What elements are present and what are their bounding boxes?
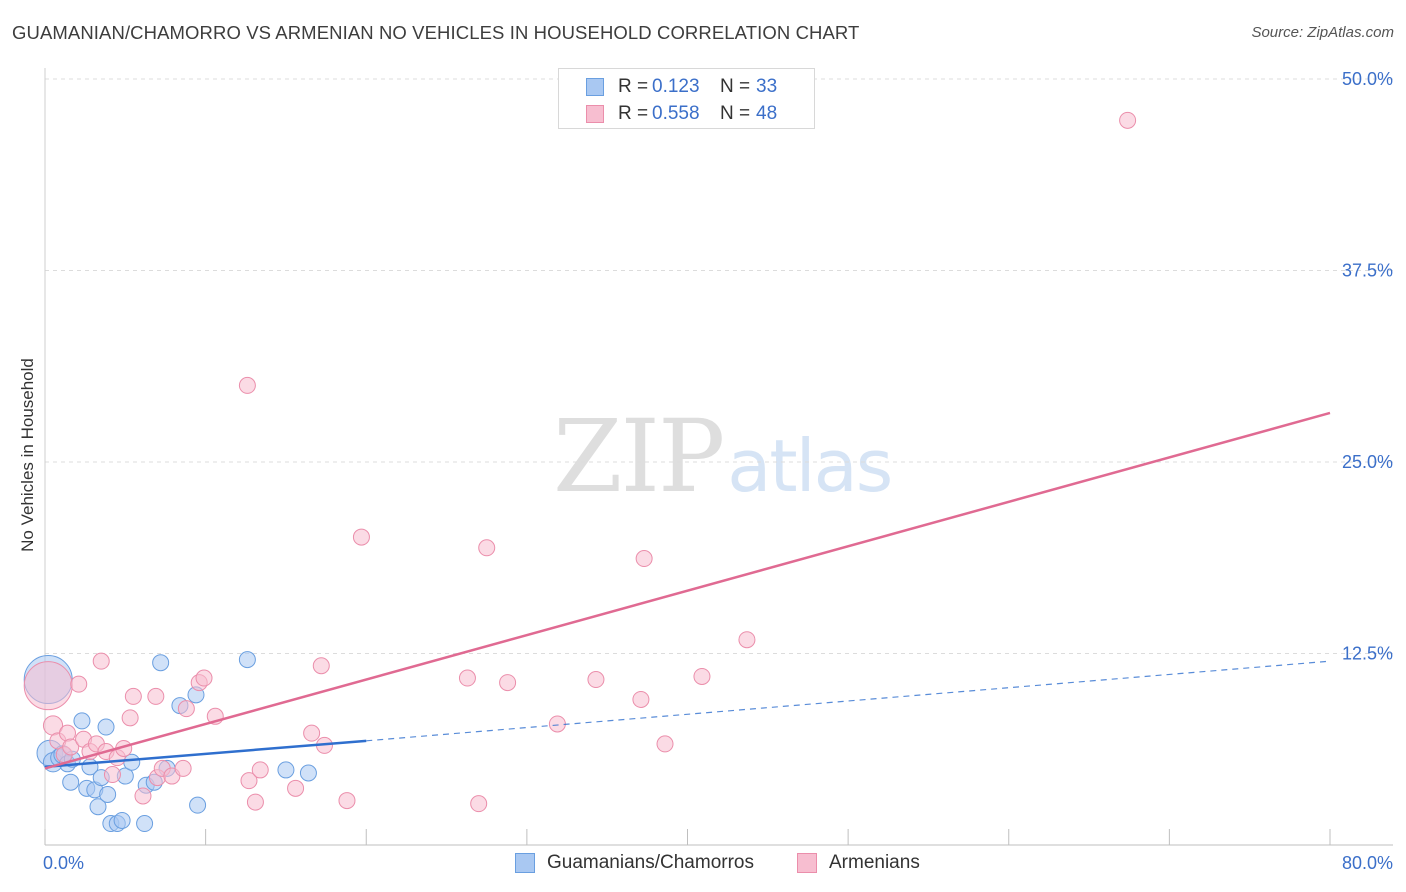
- stats-legend-row-guamanian: R = 0.123 N = 33: [586, 75, 777, 99]
- armenian-point: [147, 687, 165, 705]
- x-tick-label: 0.0%: [43, 853, 84, 873]
- guamanian-point: [62, 773, 80, 791]
- series-legend: Guamanians/Chamorros Armenians: [0, 852, 1406, 878]
- armenian-point: [246, 793, 264, 811]
- y-tick-label: 12.5%: [1342, 644, 1393, 664]
- armenian-point: [693, 667, 711, 685]
- armenian-point: [92, 652, 110, 670]
- stats-legend-row-armenian: R = 0.558 N = 48: [586, 102, 777, 126]
- armenian-point: [177, 700, 195, 718]
- armenian-point: [70, 675, 88, 693]
- armenian-point: [174, 759, 192, 777]
- armenian-point: [312, 657, 330, 675]
- armenian-point: [548, 715, 566, 733]
- chart-title: GUAMANIAN/CHAMORRO VS ARMENIAN NO VEHICL…: [12, 22, 860, 43]
- legend-item-guamanian[interactable]: Guamanians/Chamorros: [515, 852, 754, 874]
- armenian-point: [499, 674, 517, 692]
- armenian-point: [103, 766, 121, 784]
- armenian-point: [470, 795, 488, 813]
- armenian-point: [478, 539, 496, 557]
- r-label: R =: [618, 76, 649, 97]
- source-label: Source: ZipAtlas.com: [1251, 24, 1394, 41]
- armenian-point: [635, 550, 653, 568]
- armenian-legend-swatch: [797, 853, 817, 873]
- armenian-point: [23, 661, 73, 711]
- armenian-point: [134, 787, 152, 805]
- guamanian-legend-swatch: [515, 853, 535, 873]
- guamanian-point: [123, 753, 141, 771]
- guamanian-point: [73, 712, 91, 730]
- armenian-point: [287, 779, 305, 797]
- r-label: R =: [618, 103, 649, 124]
- armenian-point: [632, 690, 650, 708]
- stats-legend: R = 0.123 N = 33 R = 0.558 N = 48: [558, 68, 815, 129]
- armenian-point: [124, 687, 142, 705]
- watermark-zip: ZIP: [553, 398, 725, 515]
- armenian-point: [121, 709, 139, 727]
- guamanian-trendline-extension: [366, 660, 1331, 742]
- armenian-point: [656, 735, 674, 753]
- armenian-swatch: [586, 105, 604, 123]
- armenian-point: [1119, 111, 1137, 129]
- guamanian-point: [136, 815, 154, 833]
- armenian-point: [352, 528, 370, 546]
- r-value: 0.558: [652, 103, 700, 124]
- watermark-atlas: atlas: [727, 424, 893, 508]
- n-label: N =: [720, 76, 751, 97]
- guamanian-point: [113, 811, 131, 829]
- armenian-point: [58, 724, 76, 742]
- armenian-trendline: [44, 411, 1331, 770]
- armenian-point: [195, 669, 213, 687]
- guamanian-point: [238, 651, 256, 669]
- guamanian-point: [97, 718, 115, 736]
- armenian-point: [240, 772, 258, 790]
- legend-label: Guamanians/Chamorros: [547, 852, 754, 873]
- n-value: 33: [756, 76, 778, 97]
- armenian-point: [587, 671, 605, 689]
- armenian-point: [738, 631, 756, 649]
- legend-item-armenian[interactable]: Armenians: [797, 852, 920, 874]
- r-value: 0.123: [652, 76, 700, 97]
- armenian-point: [238, 376, 256, 394]
- armenian-point: [251, 761, 269, 779]
- guamanian-swatch: [586, 78, 604, 96]
- x-tick-label: 80.0%: [1342, 853, 1393, 873]
- y-tick-label: 25.0%: [1342, 452, 1393, 472]
- armenian-point: [62, 738, 80, 756]
- y-tick-label: 37.5%: [1342, 261, 1393, 281]
- n-label: N =: [720, 103, 751, 124]
- y-tick-label: 50.0%: [1342, 69, 1393, 89]
- n-value: 48: [756, 103, 778, 124]
- guamanian-trendline: [44, 739, 367, 769]
- armenian-point: [458, 669, 476, 687]
- armenian-point: [303, 724, 321, 742]
- guamanian-point: [299, 764, 317, 782]
- guamanian-point: [277, 761, 295, 779]
- watermark: ZIPatlas: [553, 398, 893, 515]
- guamanian-point: [189, 796, 207, 814]
- legend-label: Armenians: [829, 852, 920, 873]
- guamanian-point: [152, 654, 170, 672]
- armenian-point: [338, 792, 356, 810]
- guamanian-point: [89, 798, 107, 816]
- guamanian-point: [99, 785, 117, 803]
